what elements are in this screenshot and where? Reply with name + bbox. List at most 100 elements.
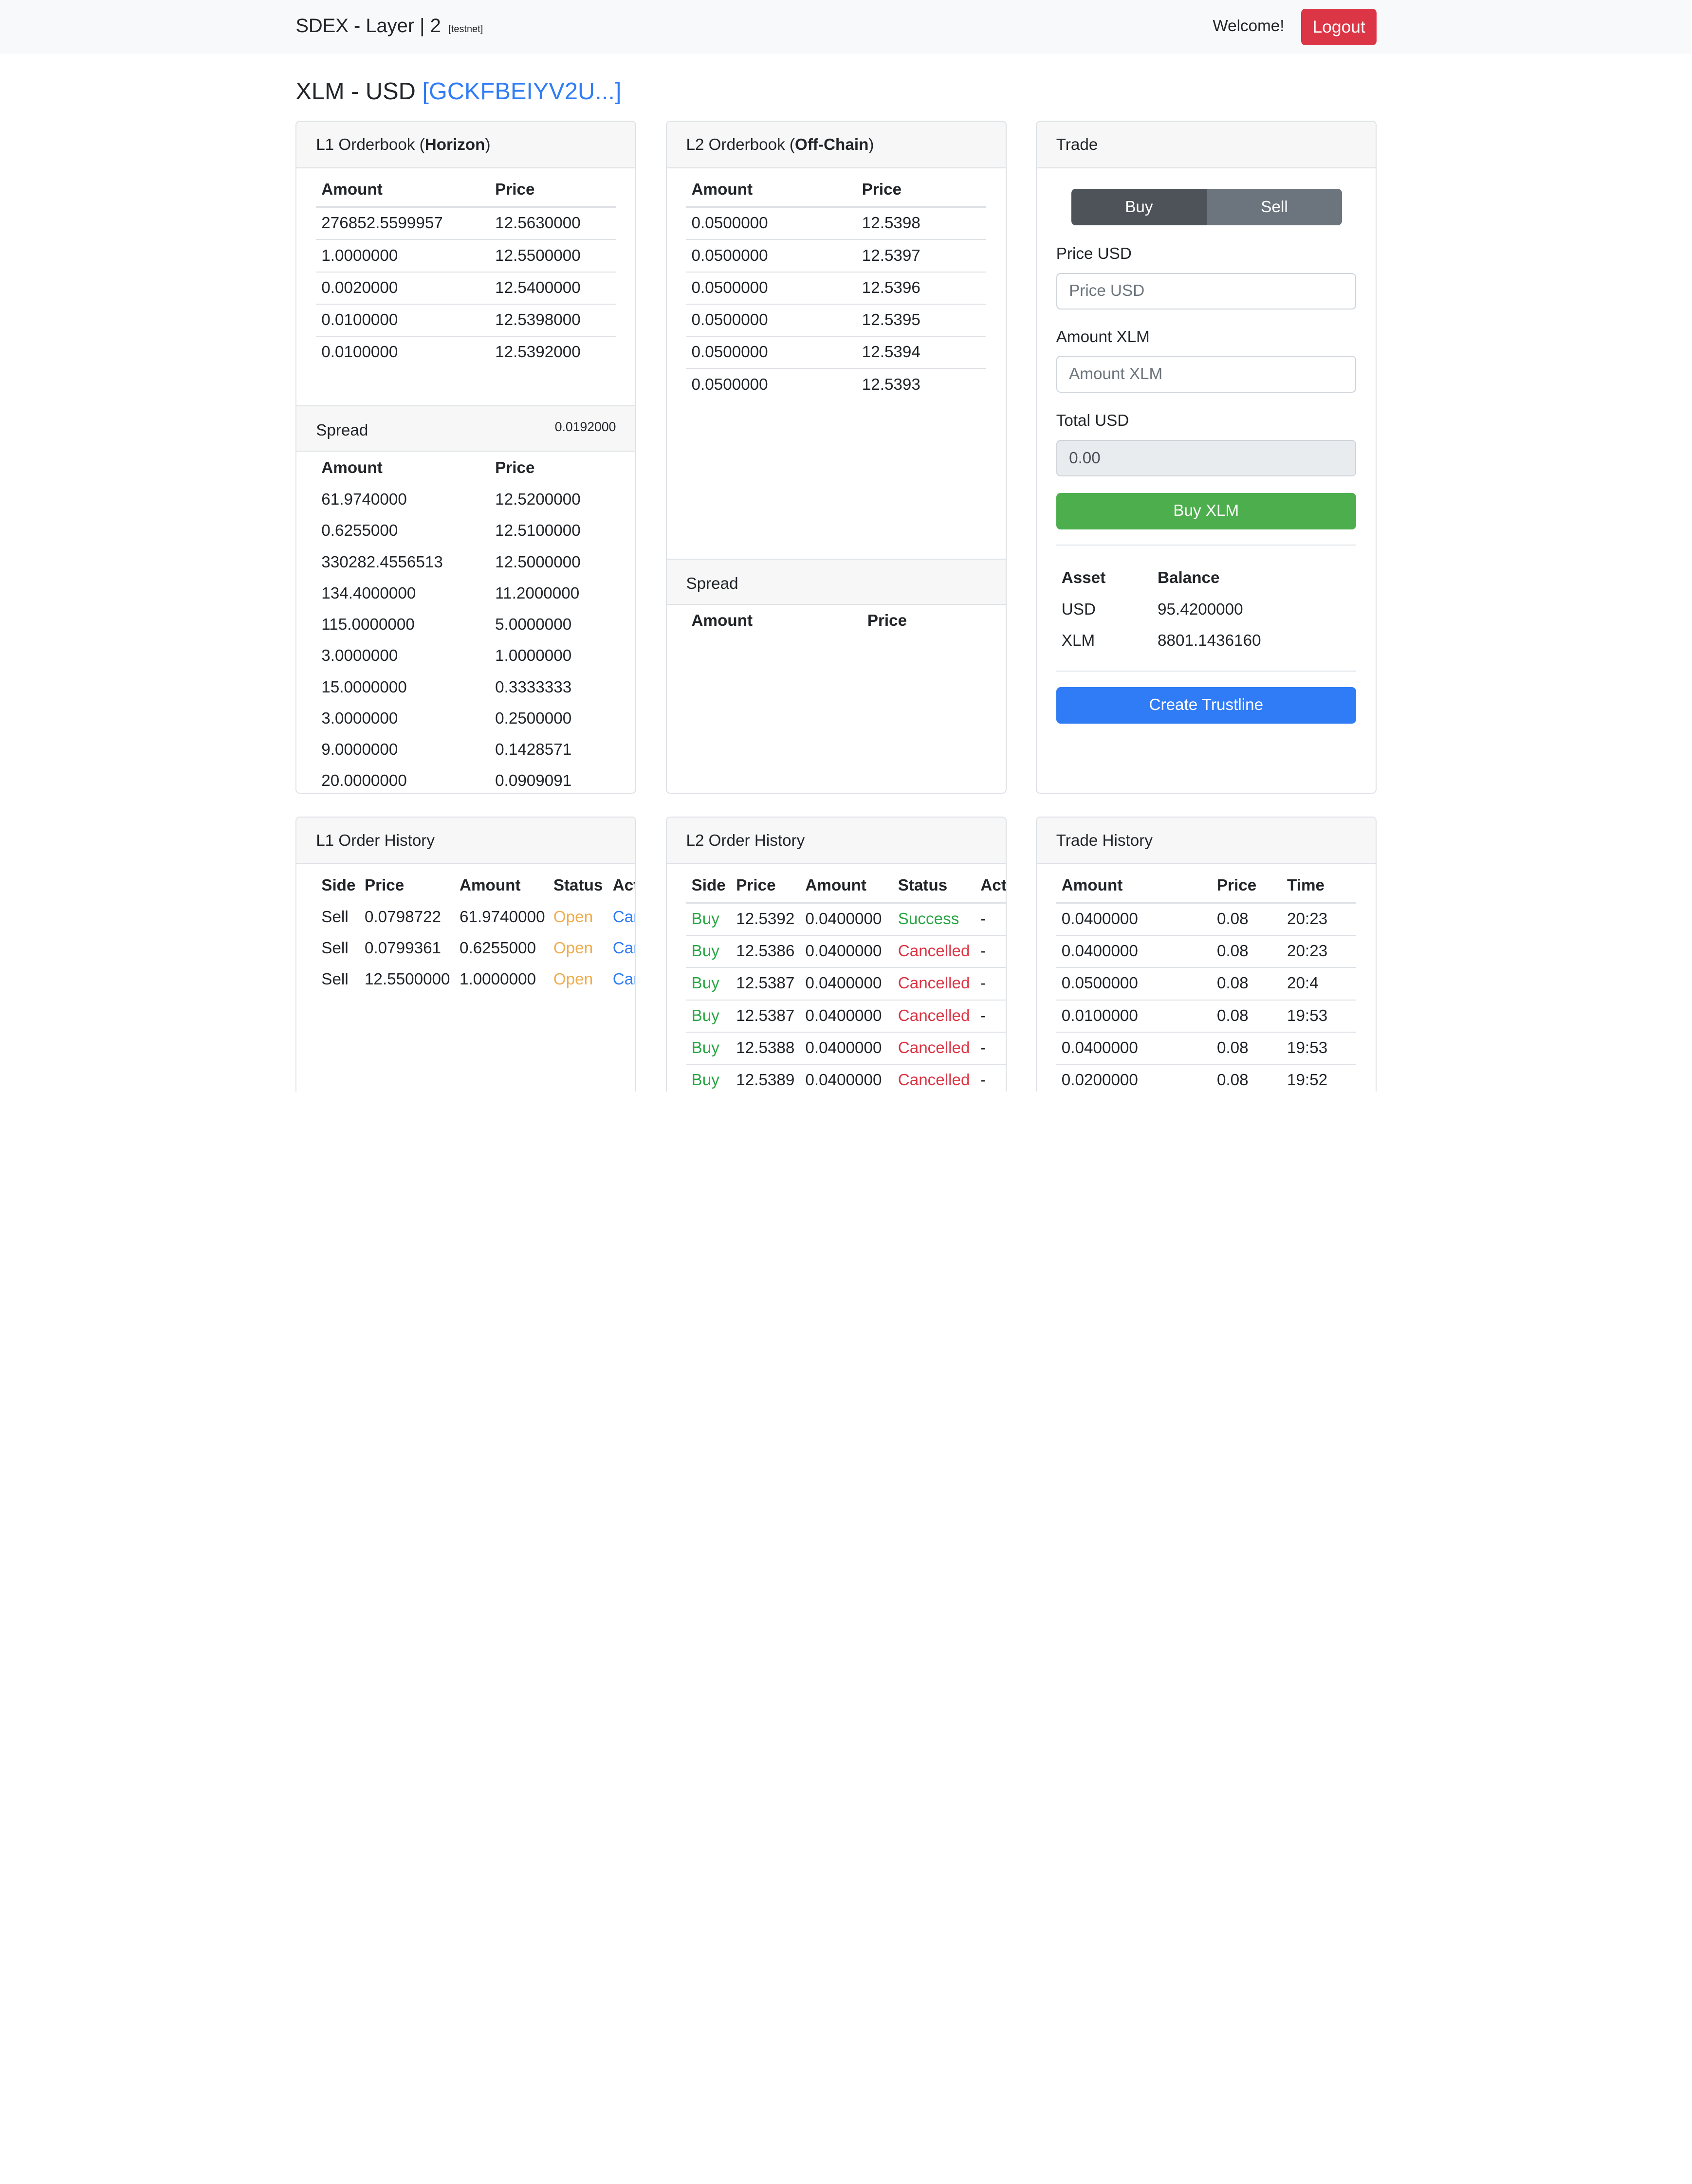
order-amount: 0.0500000	[686, 239, 857, 272]
order-side: Buy	[686, 1031, 731, 1065]
column-header: Status	[553, 876, 603, 894]
order-row: 276852.5599957 12.5630000	[316, 206, 616, 240]
order-amount: 61.9740000	[459, 908, 545, 926]
buy-xlm-button[interactable]: Buy XLM	[1056, 492, 1356, 530]
trade-price: 0.08	[1211, 967, 1282, 1000]
order-amount: 3.0000000	[321, 709, 398, 728]
order-row: 3.0000000 0.2500000	[316, 703, 616, 734]
order-history-row: Buy 12.5388 0.0400000 Cancelled -	[686, 1031, 1006, 1065]
order-price: 0.1428571	[495, 741, 572, 759]
l1-orderbook-title-source: Horizon	[424, 136, 485, 154]
trade-history-row: 0.0400000 0.08 20:23	[1056, 935, 1356, 968]
order-amount: 0.0500000	[686, 368, 857, 400]
order-history-row: Sell 0.0799361 0.6255000 Open Car	[316, 933, 637, 964]
column-header: Price	[736, 876, 776, 894]
amount-input[interactable]	[1056, 356, 1356, 393]
l1-order-history-header: L1 Order History	[296, 817, 636, 864]
order-price: 1.0000000	[495, 647, 572, 665]
order-price: 12.5500000	[364, 970, 450, 989]
order-row: 0.0500000 12.5393	[686, 368, 986, 400]
l2-orderbook-card: L2 Orderbook (Off-Chain) Amount Price 0.…	[665, 121, 1007, 794]
order-price: 11.2000000	[495, 584, 580, 602]
column-header: Price	[1216, 876, 1257, 894]
order-row: 330282.4556513 12.5000000	[316, 546, 616, 578]
trade-amount: 0.0400000	[1056, 935, 1212, 968]
column-header: Amount	[805, 876, 866, 894]
order-row: 1.0000000 12.5500000	[316, 239, 616, 272]
order-side: Sell	[321, 970, 349, 989]
trade-history-row: 0.0500000 0.08 20:4	[1056, 967, 1356, 1000]
cancel-order-link[interactable]: Car	[612, 970, 637, 989]
order-amount: 0.0500000	[686, 271, 857, 304]
order-amount: 0.6255000	[321, 522, 398, 540]
trade-price: 0.08	[1211, 902, 1282, 936]
order-price: 12.5000000	[495, 553, 581, 571]
cancel-order-link[interactable]: Car	[612, 939, 637, 958]
order-status: Open	[553, 908, 593, 926]
order-price: 0.0799361	[364, 939, 441, 958]
column-header: Side	[691, 876, 726, 894]
l1-order-history-table: Side Price Amount Status Act Sell 0.0798722 61…	[316, 869, 637, 995]
order-amount: 115.0000000	[321, 616, 415, 634]
balance-row: USD 95.4200000	[1056, 594, 1267, 625]
order-row: 0.0500000 12.5396	[686, 271, 986, 304]
order-status: Open	[553, 970, 593, 989]
table-header-row: Side Price Amount Status Act	[316, 869, 635, 901]
trade-history-card: Trade History Amount Price Time 0.0400000 0…	[1035, 816, 1377, 1092]
balance-amount: 95.4200000	[1158, 601, 1243, 619]
order-amount: 0.0400000	[800, 1031, 893, 1065]
trade-history-row: 0.0400000 0.08 20:23	[1056, 902, 1356, 936]
order-amount: 15.0000000	[321, 678, 407, 696]
trade-history-table: Amount Price Time 0.0400000 0.08 20:23 0.0400…	[1056, 869, 1356, 1092]
order-amount: 0.0500000	[686, 303, 857, 337]
order-price: 12.5387	[731, 967, 800, 1000]
order-price: 12.5400000	[490, 271, 616, 304]
l2-order-history-table: SidePriceAmountStatusActic Buy12.53920.0…	[686, 869, 1006, 1092]
l2-orderbook-title-source: Off-Chain	[795, 136, 869, 154]
divider	[1056, 545, 1356, 546]
order-row: 61.9740000 12.5200000	[316, 484, 616, 515]
l2-asks-table: Amount Price 0.0500000 12.5398 0.0500000 12…	[686, 174, 986, 400]
order-row: 15.0000000 0.3333333	[316, 672, 616, 703]
total-label: Total USD	[1056, 412, 1129, 430]
logout-button[interactable]: Logout	[1301, 8, 1377, 46]
trade-time: 19:53	[1281, 999, 1356, 1032]
order-amount: 0.0400000	[800, 902, 893, 936]
order-amount: 0.6255000	[459, 939, 536, 958]
order-amount: 0.0400000	[800, 935, 893, 968]
order-row: 0.0500000 12.5394	[686, 336, 986, 369]
order-row: 0.0020000 12.5400000	[316, 271, 616, 304]
sell-tab[interactable]: Sell	[1206, 188, 1343, 226]
trade-history-row: 0.0400000 0.08 19:53	[1056, 1031, 1356, 1065]
create-trustline-button[interactable]: Create Trustline	[1056, 687, 1356, 724]
order-amount: 0.0500000	[686, 336, 857, 369]
l1-spread-label: Spread	[316, 421, 368, 440]
column-header: Time	[1287, 876, 1324, 894]
order-action: -	[975, 967, 1006, 1000]
table-header-row: Amount Price Time	[1056, 869, 1356, 903]
welcome-text: Welcome!	[1213, 17, 1285, 36]
order-price: 0.0798722	[364, 908, 441, 926]
balance-table: Asset Balance USD 95.4200000 XLM 8801.14361…	[1056, 562, 1267, 657]
table-header-row: Side Price Amount Status Actic	[686, 869, 1006, 903]
cancel-order-link[interactable]: Car	[612, 908, 637, 926]
account-link[interactable]: [GCKFBEIYV2U...]	[422, 78, 622, 105]
order-amount: 61.9740000	[321, 491, 407, 509]
price-input[interactable]	[1056, 273, 1356, 309]
buy-tab[interactable]: Buy	[1071, 188, 1207, 226]
col-price: Price	[862, 180, 902, 199]
trade-amount: 0.0200000	[1056, 1064, 1212, 1092]
col-balance: Balance	[1158, 568, 1220, 587]
balance-row: XLM 8801.1436160	[1056, 625, 1267, 656]
trade-header: Trade	[1036, 122, 1376, 168]
order-price: 12.5392000	[490, 336, 616, 368]
order-history-row: Buy 12.5386 0.0400000 Cancelled -	[686, 935, 1006, 968]
order-amount: 330282.4556513	[321, 553, 443, 571]
brand[interactable]: SDEX - Layer | 2 [testnet]	[295, 15, 483, 37]
l2-spread-label: Spread	[686, 574, 738, 593]
l1-order-history-card: L1 Order History Side Price Amount Status Ac…	[295, 816, 637, 1092]
order-action: -	[975, 935, 1006, 968]
order-side: Buy	[686, 935, 731, 968]
trade-price: 0.08	[1211, 1064, 1282, 1092]
trade-card: Trade Buy Sell Price USD Amount XLM Tota…	[1035, 121, 1377, 794]
